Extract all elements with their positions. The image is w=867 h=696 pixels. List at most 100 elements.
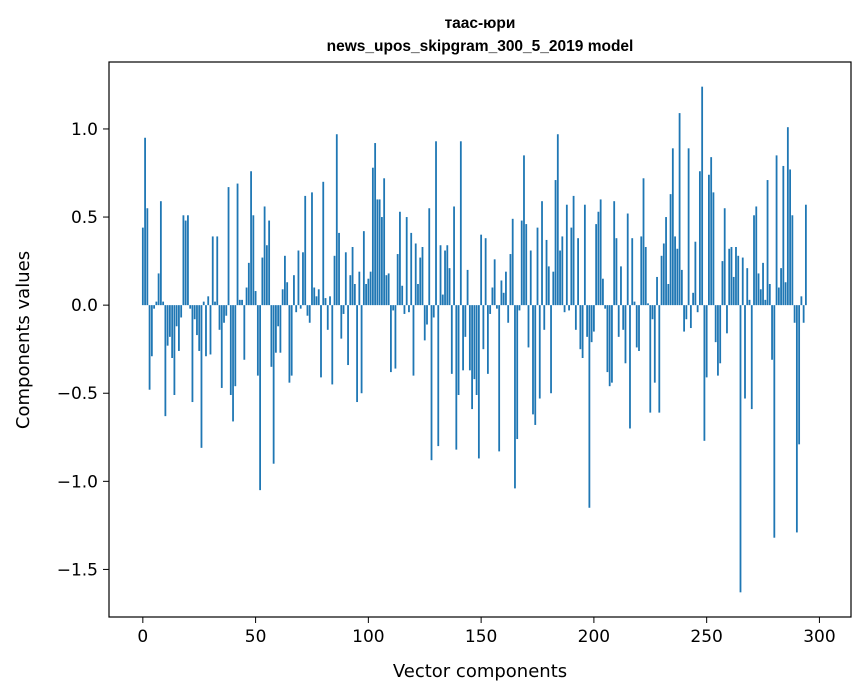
bar (225, 305, 228, 316)
bar (750, 305, 753, 410)
bar (500, 280, 503, 306)
bar (396, 254, 399, 306)
bar (349, 275, 352, 306)
bar (247, 262, 250, 306)
bar (229, 305, 232, 395)
bar (387, 273, 390, 306)
bar (676, 248, 679, 306)
bar (168, 305, 171, 337)
bar (579, 305, 582, 350)
bar (791, 215, 794, 306)
bar (214, 301, 216, 306)
bar (489, 305, 492, 314)
bar (223, 305, 225, 323)
bar (651, 305, 654, 320)
y-tick-label: 1.0 (71, 120, 98, 140)
bar (680, 269, 683, 306)
bar (290, 305, 293, 376)
bar (784, 282, 787, 306)
bar (608, 305, 611, 387)
bar (798, 305, 801, 445)
bar (753, 215, 755, 306)
bar (649, 305, 652, 413)
bar (629, 305, 631, 429)
bar (380, 217, 383, 306)
bar (638, 305, 640, 351)
bar (588, 305, 591, 508)
bar (554, 180, 557, 306)
bar (511, 218, 514, 306)
bar (477, 305, 480, 459)
bar (191, 305, 194, 403)
bar (374, 143, 377, 306)
bar (543, 305, 546, 330)
bar (710, 157, 713, 306)
plot-frame (108, 61, 852, 618)
bar (721, 261, 724, 306)
bar (568, 305, 570, 311)
bar (216, 236, 219, 306)
bar (448, 268, 451, 306)
y-tick-label: −1.0 (57, 472, 98, 492)
bar (595, 224, 598, 306)
bar (615, 238, 618, 306)
bar (193, 305, 196, 320)
bar (243, 305, 246, 360)
bar (665, 217, 667, 306)
bar (728, 248, 731, 306)
bar (353, 284, 356, 306)
bar (768, 284, 771, 306)
bar (635, 305, 638, 348)
bar (320, 305, 322, 378)
bar (507, 305, 510, 323)
bar (256, 305, 259, 376)
bar (421, 247, 424, 306)
bar (184, 220, 187, 306)
bar (683, 305, 685, 332)
bar (550, 305, 552, 394)
bar (236, 183, 239, 306)
bar (324, 298, 327, 306)
bar (538, 305, 541, 399)
bar (444, 250, 446, 306)
bar (744, 305, 746, 399)
bar (401, 285, 404, 306)
bar (302, 252, 304, 306)
bar (403, 305, 406, 314)
x-tick-label: 200 (578, 627, 610, 647)
bar (383, 178, 386, 306)
bar (252, 215, 255, 306)
bar (196, 305, 198, 336)
bar (719, 305, 722, 364)
bar (696, 305, 699, 313)
bar (786, 127, 789, 306)
bar (574, 305, 577, 330)
bar (144, 137, 146, 306)
bar (419, 257, 422, 306)
bar (205, 305, 207, 357)
bar (602, 278, 604, 306)
bar (464, 305, 467, 337)
bar (685, 305, 688, 320)
bar (653, 305, 656, 383)
bar (335, 134, 338, 306)
bar (739, 305, 742, 593)
bar (457, 305, 460, 395)
bar (572, 195, 575, 306)
bar (277, 305, 280, 327)
bar (723, 208, 726, 306)
y-axis-label: Components values (13, 251, 34, 429)
bar (613, 201, 616, 306)
bar (220, 305, 223, 388)
bar (159, 201, 162, 306)
x-tick-label: 300 (803, 627, 835, 647)
bar (516, 305, 519, 440)
y-axis-ticks: −1.5 −1.0 −0.5 0.0 0.5 1.0 (57, 120, 109, 580)
bar (299, 305, 302, 309)
bar (694, 241, 697, 306)
bar (547, 266, 550, 306)
bar (656, 276, 658, 306)
bar (468, 305, 471, 371)
bar (306, 305, 309, 316)
bar (611, 305, 613, 383)
